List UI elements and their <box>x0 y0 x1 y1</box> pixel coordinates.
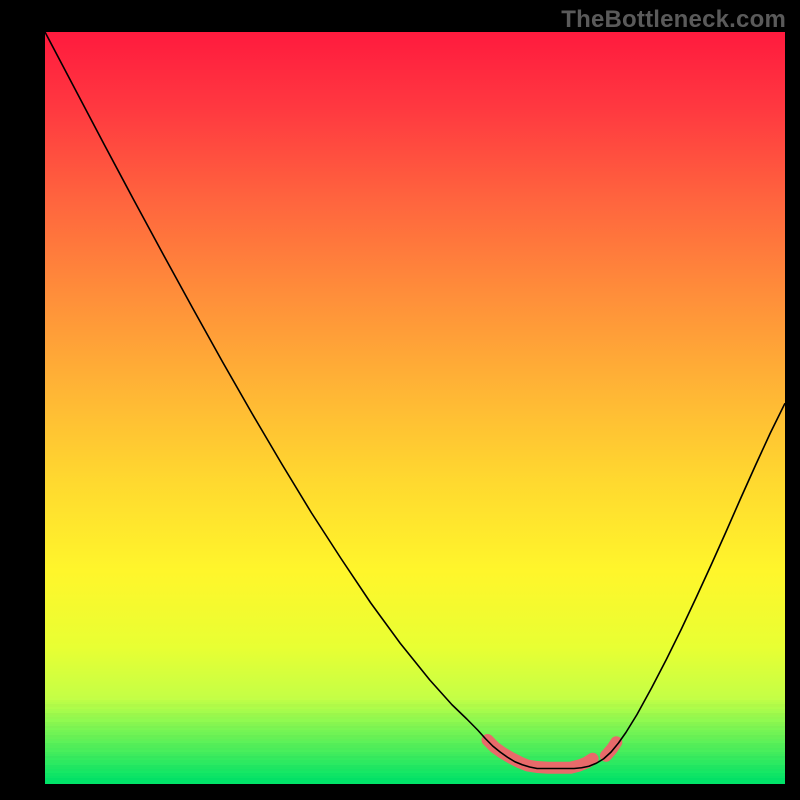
chart-overlay <box>45 32 785 782</box>
chart-frame: TheBottleneck.com <box>0 0 800 800</box>
plot-area <box>45 32 785 782</box>
watermark-text: TheBottleneck.com <box>561 6 786 34</box>
bottleneck-curve <box>45 32 785 769</box>
valley-marker-1 <box>606 742 616 756</box>
